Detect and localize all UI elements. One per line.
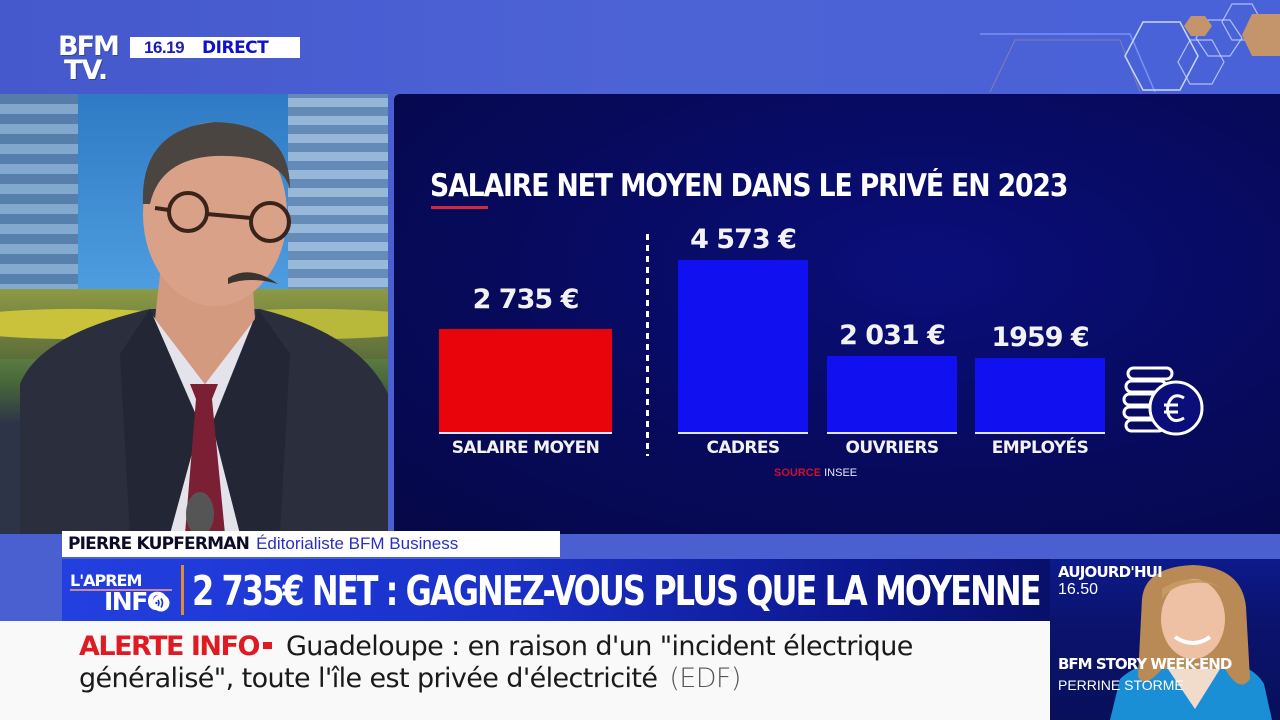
live-label: DIRECT xyxy=(202,37,269,58)
euro-coins-icon xyxy=(1122,366,1204,436)
alert-label: ALERTE INFO xyxy=(79,631,260,662)
show-logo-line xyxy=(70,589,172,591)
bar-value: 2 031 € xyxy=(839,320,946,351)
bar-label: SALAIRE MOYEN xyxy=(451,438,600,458)
live-time: 16.19 xyxy=(144,37,185,57)
headline-separator xyxy=(181,565,184,615)
bar-label: CADRES xyxy=(706,438,780,458)
promo-when: AUJOURD'HUI xyxy=(1058,563,1163,581)
ticker-line-2: généralisé", toute l'île est privée d'él… xyxy=(79,663,741,694)
alert-dot-icon xyxy=(262,641,272,649)
background-building-right xyxy=(288,94,388,314)
chart-title: SALAIRE NET MOYEN DANS LE PRIVÉ EN 2023 xyxy=(430,168,1068,204)
name-strap: PIERRE KUPFERMAN Éditorialiste BFM Busin… xyxy=(62,531,560,557)
promo-panel: AUJOURD'HUI 16.50 BFM STORY WEEK-END PER… xyxy=(1050,559,1280,720)
bar-group-employes: 1959 € EMPLOYÉS xyxy=(975,322,1105,464)
logo-line1: BFM xyxy=(58,31,120,62)
top-band: BFM TV. 16.19 DIRECT xyxy=(0,0,1280,94)
bar-group-cadres: 4 573 € CADRES xyxy=(678,224,808,464)
bar-ouvriers xyxy=(827,356,957,432)
headline-text: 2 735€ NET : GAGNEZ-VOUS PLUS QUE LA MOY… xyxy=(192,567,1067,615)
broadcast-wave-icon xyxy=(152,594,170,612)
bar-label: EMPLOYÉS xyxy=(991,438,1089,458)
bar-label: OUVRIERS xyxy=(845,438,940,458)
background-building-left xyxy=(0,94,78,304)
source-value: INSEE xyxy=(824,467,858,479)
bar-employes xyxy=(975,358,1105,432)
guest-name: PIERRE KUPFERMAN xyxy=(68,534,250,554)
source-label: SOURCE xyxy=(774,467,822,479)
show-logo-top: L'APREM xyxy=(70,571,142,590)
guest-role: Éditorialiste BFM Business xyxy=(256,534,459,553)
promo-show: BFM STORY WEEK-END xyxy=(1058,655,1232,673)
title-underline xyxy=(431,206,488,209)
ticker-source: (EDF) xyxy=(669,663,741,694)
ticker-text-2: généralisé", toute l'île est privée d'él… xyxy=(79,663,658,694)
ticker-text-1: Guadeloupe : en raison d'un "incident él… xyxy=(285,631,913,662)
bar-baseline xyxy=(975,432,1105,434)
bar-value: 1959 € xyxy=(991,322,1089,353)
headline-bar: L'APREM INFO 2 735€ NET : GAGNEZ-VOUS PL… xyxy=(62,559,1067,621)
studio-video xyxy=(0,94,388,534)
promo-time: 16.50 xyxy=(1058,581,1099,598)
bar-baseline xyxy=(827,432,957,434)
chart-source: SOURCE INSEE xyxy=(774,467,857,479)
show-logo: L'APREM INFO xyxy=(68,567,176,616)
logo-line2: TV. xyxy=(64,55,108,87)
hexagon-decoration-icon xyxy=(980,3,1280,93)
dotted-divider xyxy=(646,234,649,456)
bar-baseline xyxy=(439,432,612,434)
bar-value: 2 735 € xyxy=(472,284,580,315)
live-badge: 16.19 DIRECT xyxy=(130,37,300,58)
bar-baseline xyxy=(678,432,808,434)
channel-logo: BFM TV. xyxy=(58,31,124,92)
presenter-portrait-icon xyxy=(1110,565,1272,720)
bar-value: 4 573 € xyxy=(690,224,797,255)
ticker-line-1: ALERTE INFO Guadeloupe : en raison d'un "… xyxy=(79,631,913,662)
bar-group-ouvriers: 2 031 € OUVRIERS xyxy=(827,320,957,464)
bar-group-salaire-moyen: 2 735 € SALAIRE MOYEN xyxy=(439,284,612,464)
bar-salaire-moyen xyxy=(439,329,612,432)
promo-host: PERRINE STORME xyxy=(1058,677,1184,693)
chart-panel: SALAIRE NET MOYEN DANS LE PRIVÉ EN 2023 … xyxy=(394,94,1280,534)
bar-cadres xyxy=(678,260,808,432)
guest-figure-icon xyxy=(20,122,388,534)
alert-ticker: ALERTE INFO Guadeloupe : en raison d'un "… xyxy=(0,621,1050,720)
